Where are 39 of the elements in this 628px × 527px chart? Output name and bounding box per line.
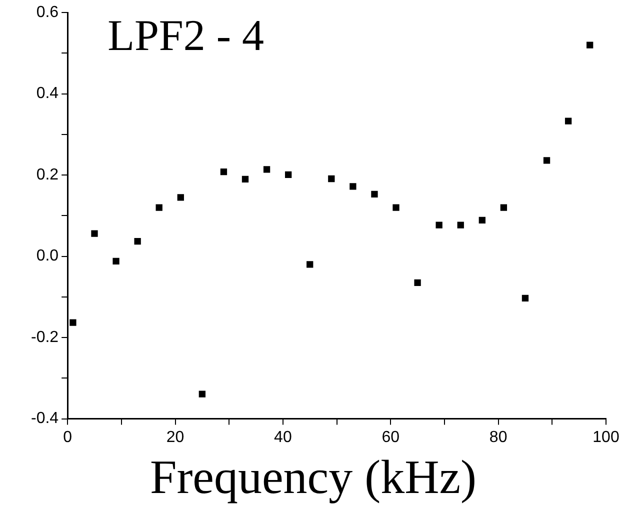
x-tick-label: 20 bbox=[166, 428, 184, 446]
x-axis-title: Frequency (kHz) bbox=[150, 450, 477, 505]
point bbox=[242, 176, 249, 182]
point bbox=[177, 194, 184, 201]
x-tick-label: 60 bbox=[382, 428, 400, 446]
point bbox=[350, 183, 356, 190]
x-tick-label: 0 bbox=[63, 428, 72, 446]
point bbox=[436, 222, 442, 228]
point bbox=[500, 204, 508, 211]
point bbox=[134, 238, 141, 245]
point bbox=[522, 294, 529, 302]
point bbox=[156, 204, 162, 211]
point bbox=[392, 204, 400, 211]
x-tick-label: 80 bbox=[489, 428, 508, 446]
point bbox=[457, 222, 464, 228]
point bbox=[91, 230, 98, 237]
point bbox=[220, 168, 228, 176]
point bbox=[414, 279, 421, 286]
point bbox=[198, 390, 206, 398]
y-tick-label: 0.2 bbox=[36, 166, 59, 184]
point bbox=[112, 258, 120, 265]
y-tick-label: -0.2 bbox=[30, 328, 59, 346]
point bbox=[371, 190, 378, 198]
y-tick-label: 0.0 bbox=[36, 248, 59, 265]
point bbox=[328, 175, 335, 182]
x-tick-label: 100 bbox=[592, 428, 620, 446]
point bbox=[306, 261, 314, 268]
point bbox=[564, 118, 572, 124]
point bbox=[478, 216, 486, 224]
y-tick-label: 0.6 bbox=[36, 4, 59, 22]
point bbox=[263, 166, 270, 173]
point bbox=[70, 319, 76, 326]
point bbox=[543, 157, 550, 164]
point bbox=[586, 42, 594, 48]
chart-title: LPF2 - 4 bbox=[108, 11, 264, 60]
x-tick-label: 40 bbox=[274, 428, 292, 446]
y-tick-label: -0.4 bbox=[30, 410, 59, 428]
y-tick-label: 0.4 bbox=[36, 85, 59, 102]
point bbox=[285, 171, 292, 178]
